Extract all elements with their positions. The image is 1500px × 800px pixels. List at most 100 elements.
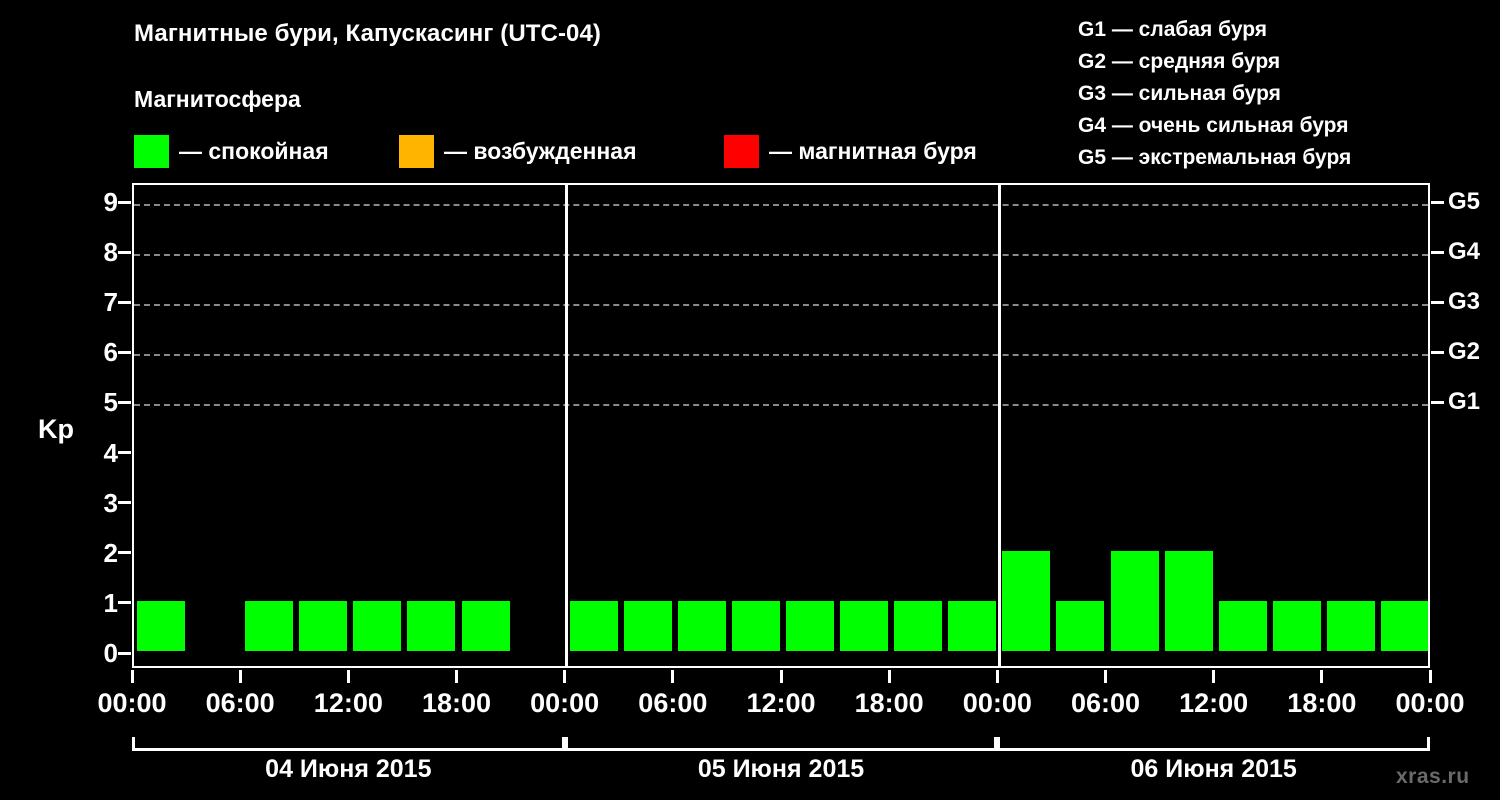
y-tick-mark-1 [118, 601, 131, 605]
bar-kp [569, 600, 618, 651]
y-tick-label-9: 9 [103, 187, 118, 217]
bar-kp [137, 600, 186, 651]
storm-scale-line-5: G5 — экстремальная буря [1078, 146, 1352, 169]
legend-item-2: — магнитная буря [724, 134, 977, 168]
gridline-kp-9 [134, 204, 1428, 206]
x-tick-mark-1 [238, 670, 242, 683]
bar-kp [1272, 600, 1321, 651]
x-tick-mark-6 [779, 670, 783, 683]
x-tick-mark-4 [563, 670, 567, 683]
legend-color-swatch [724, 134, 759, 168]
bar-kp [1326, 600, 1375, 651]
x-tick-mark-5 [671, 670, 675, 683]
bar-kp [1110, 550, 1159, 651]
x-tick-label-1: 06:00 [205, 688, 275, 718]
x-tick-label-3: 18:00 [421, 688, 492, 718]
x-tick-mark-10 [1212, 670, 1216, 683]
legend-color-swatch [134, 134, 169, 168]
storm-scale-line-4: G4 — очень сильная буря [1078, 114, 1349, 137]
x-tick-mark-0 [130, 670, 134, 683]
storm-scale-line-3: G3 — сильная буря [1078, 82, 1281, 105]
bar-kp [299, 600, 348, 651]
bar-kp [407, 600, 456, 651]
x-tick-mark-9 [1104, 670, 1107, 683]
magnetosphere-legend-heading: Магнитосфера [134, 86, 301, 112]
x-tick-label-6: 12:00 [746, 688, 816, 718]
y-tick-mark-7 [118, 300, 131, 304]
y-axis-title: Kp [38, 414, 74, 444]
bar-kp [677, 600, 726, 651]
x-tick-label-12: 00:00 [1395, 688, 1465, 718]
y-tick-label-2: 2 [103, 537, 118, 568]
x-tick-label-2: 12:00 [313, 688, 383, 718]
y-tick-mark-3 [118, 501, 131, 505]
gscale-tick-label-G5: G5 [1448, 188, 1481, 215]
bar-kp [1218, 600, 1267, 651]
bar-kp [840, 600, 889, 651]
gridline-kp-5 [134, 404, 1428, 407]
y-tick-mark-2 [118, 551, 131, 555]
day-separator-1 [565, 185, 569, 666]
gridline-kp-6 [134, 354, 1428, 357]
storm-scale-line-1: G1 — слабая буря [1078, 18, 1268, 41]
storm-scale-line-2: G2 — средняя буря [1078, 50, 1281, 73]
gridline-kp-7 [134, 304, 1428, 307]
legend-item-label: — возбужденная [444, 137, 637, 164]
x-tick-mark-7 [887, 670, 891, 683]
y-axis-gscale-labels: G1 G2 G3 G4 G5 [1448, 183, 1500, 668]
day-label-2: 05 Июня 2015 [697, 755, 865, 783]
y-tick-label-0: 0 [103, 638, 118, 668]
y-tick-label-4: 4 [103, 437, 118, 468]
magnetosphere-legend: — спокойная — возбужденная — магнитная бур… [134, 134, 1034, 168]
x-tick-label-8: 00:00 [962, 688, 1032, 718]
y-tick-mark-9 [118, 200, 131, 204]
x-tick-label-7: 18:00 [854, 688, 924, 718]
day-label-3: 06 Июня 2015 [1130, 755, 1297, 783]
gscale-tick-label-G2: G2 [1448, 338, 1481, 366]
y-tick-label-7: 7 [103, 287, 118, 318]
gscale-tick-label-G4: G4 [1448, 238, 1481, 266]
y-tick-label-3: 3 [103, 487, 118, 518]
gridline-kp-8 [134, 254, 1428, 257]
day-rail-1 [132, 737, 565, 751]
x-tick-label-5: 06:00 [638, 688, 708, 718]
legend-item-0: — спокойная [134, 134, 329, 168]
x-tick-mark-12 [1428, 670, 1432, 683]
bar-kp [1056, 600, 1105, 651]
day-rail-3 [997, 737, 1430, 751]
y-tick-label-8: 8 [103, 237, 118, 268]
day-rail-2 [564, 737, 998, 751]
y-tick-mark-8 [118, 250, 131, 254]
gscale-tick-label-G3: G3 [1448, 288, 1481, 316]
bar-kp [786, 600, 835, 651]
watermark: xras.ru [1396, 765, 1470, 788]
bar-kp [1164, 550, 1213, 651]
x-tick-mark-2 [346, 670, 350, 683]
legend-item-1: — возбужденная [399, 134, 637, 168]
gscale-tick-mark-G1 [1431, 400, 1444, 404]
y-tick-mark-4 [118, 451, 131, 455]
gscale-tick-mark-G5 [1431, 200, 1444, 204]
bar-kp [1380, 600, 1428, 651]
x-tick-mark-8 [995, 670, 999, 683]
bar-kp [948, 600, 997, 651]
x-tick-label-9: 06:00 [1070, 688, 1141, 718]
y-tick-label-6: 6 [103, 337, 118, 368]
bar-kp [245, 600, 294, 651]
page-title: Магнитные бури, Капускасинг (UTC-04) [134, 20, 602, 47]
x-tick-mark-3 [455, 670, 458, 683]
legend-item-label: — магнитная буря [769, 137, 977, 164]
bar-kp [894, 600, 943, 651]
day-separator-2 [997, 185, 1001, 666]
y-axis-kp: 0 1 2 3 4 5 6 7 8 9 [72, 183, 118, 668]
bar-kp [353, 600, 402, 651]
y-tick-mark-5 [118, 400, 131, 404]
gscale-tick-label-G1: G1 [1448, 388, 1481, 416]
x-tick-mark-11 [1320, 670, 1324, 683]
gscale-tick-mark-G2 [1431, 350, 1444, 354]
bar-kp [461, 600, 510, 651]
gscale-tick-mark-G4 [1431, 250, 1444, 254]
x-tick-label-0: 00:00 [97, 688, 167, 718]
y-tick-label-1: 1 [103, 587, 118, 618]
